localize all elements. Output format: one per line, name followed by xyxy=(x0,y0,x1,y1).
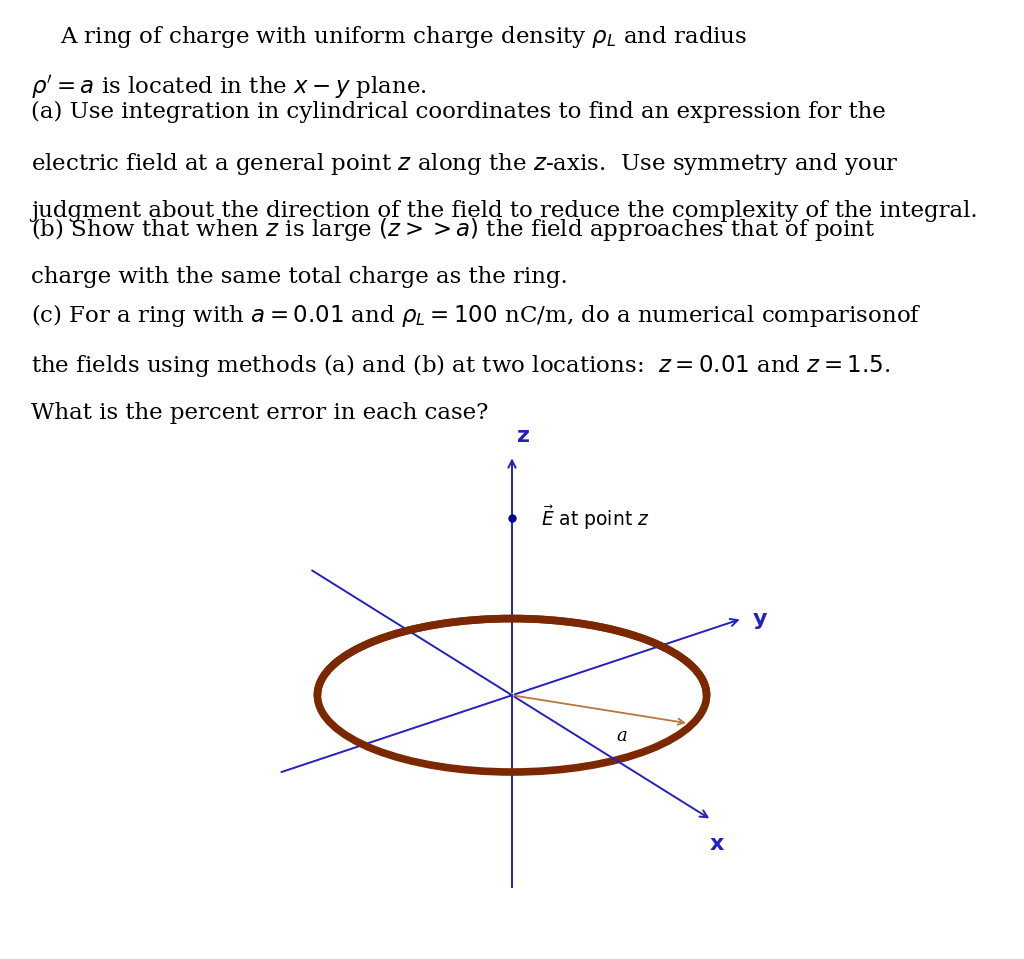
Text: y: y xyxy=(753,609,767,628)
Text: z: z xyxy=(517,426,530,446)
Text: $\rho^\prime = a$ is located in the $x - y$ plane.: $\rho^\prime = a$ is located in the $x -… xyxy=(31,74,427,102)
Text: the fields using methods (a) and (b) at two locations:  $z = 0.01$ and $z = 1.5$: the fields using methods (a) and (b) at … xyxy=(31,352,890,379)
Text: (c) For a ring with $a = 0.01$ and $\rho_L = 100$ nC/m, do a numerical compariso: (c) For a ring with $a = 0.01$ and $\rho… xyxy=(31,302,922,329)
Text: A ring of charge with uniform charge density $\rho_L$ and radius: A ring of charge with uniform charge den… xyxy=(31,24,746,50)
Text: charge with the same total charge as the ring.: charge with the same total charge as the… xyxy=(31,266,567,288)
Text: x: x xyxy=(710,834,724,854)
Text: judgment about the direction of the field to reduce the complexity of the integr: judgment about the direction of the fiel… xyxy=(31,200,977,222)
Text: (a) Use integration in cylindrical coordinates to find an expression for the: (a) Use integration in cylindrical coord… xyxy=(31,101,886,123)
Text: a: a xyxy=(616,727,628,745)
Text: $\vec{E}$ at point $z$: $\vec{E}$ at point $z$ xyxy=(541,503,649,532)
Text: electric field at a general point $z$ along the $z$-axis.  Use symmetry and your: electric field at a general point $z$ al… xyxy=(31,151,898,176)
Text: (b) Show that when $z$ is large $(z >> a)$ the field approaches that of point: (b) Show that when $z$ is large $(z >> a… xyxy=(31,216,876,243)
Text: What is the percent error in each case?: What is the percent error in each case? xyxy=(31,402,488,424)
